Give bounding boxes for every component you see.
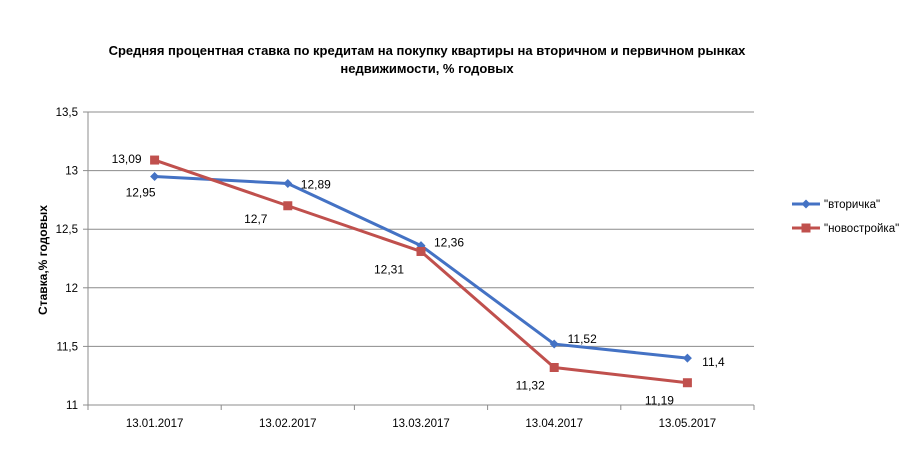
y-axis-label: Ставка,% годовых xyxy=(36,205,50,315)
legend-marker xyxy=(801,199,811,209)
chart-title-line-1: Средняя процентная ставка по кредитам на… xyxy=(109,43,747,58)
data-label: 12,36 xyxy=(434,236,464,250)
y-tick-label: 12 xyxy=(65,283,78,295)
data-point xyxy=(283,201,293,211)
y-tick-label: 13 xyxy=(65,166,78,178)
legend-marker xyxy=(801,223,811,233)
chart-title-line-2: недвижимости, % годовых xyxy=(340,61,514,76)
data-label: 11,52 xyxy=(568,332,597,346)
data-label: 12,95 xyxy=(126,185,156,199)
gridlines xyxy=(88,111,754,406)
legend-label: "новостройка" xyxy=(824,223,899,235)
data-point xyxy=(682,378,692,388)
data-point xyxy=(682,353,692,363)
x-tick-labels: 13.01.2017 13.02.2017 13.03.2017 13.04.2017… xyxy=(126,418,716,430)
series-group xyxy=(150,155,692,388)
legend-label: "вторичка" xyxy=(824,199,880,211)
data-point xyxy=(283,178,293,188)
data-label: 13,09 xyxy=(112,152,142,166)
data-label: 12,31 xyxy=(374,262,404,276)
data-label: 12,89 xyxy=(301,177,331,191)
x-tick-label: 13.01.2017 xyxy=(126,418,184,430)
data-point xyxy=(150,171,160,181)
data-label: 11,4 xyxy=(702,355,725,369)
data-point xyxy=(150,155,160,165)
y-tick-label: 13,5 xyxy=(56,107,78,119)
data-point xyxy=(549,339,559,349)
x-tick-label: 13.05.2017 xyxy=(659,418,717,430)
legend: "вторичка" "новостройка" xyxy=(792,199,899,235)
data-point xyxy=(416,246,426,256)
series-line-vtorichka xyxy=(154,174,688,360)
y-tick-label: 11,5 xyxy=(56,341,78,353)
data-point xyxy=(549,362,559,372)
data-label: 11,19 xyxy=(645,394,674,408)
y-tick-label: 12,5 xyxy=(56,224,78,236)
data-label: 11,32 xyxy=(516,378,545,392)
y-tick-labels: 11 11,5 12 12,5 13 13,5 xyxy=(56,107,78,412)
data-labels: 12,95 12,89 12,36 11,52 11,4 13,09 12,7 12,31 11… xyxy=(112,152,725,408)
y-tick-label: 11 xyxy=(66,400,78,412)
x-tick-label: 13.04.2017 xyxy=(525,418,583,430)
x-tick-label: 13.03.2017 xyxy=(392,418,450,430)
axes xyxy=(83,111,755,410)
data-label: 12,7 xyxy=(244,212,268,226)
x-tick-label: 13.02.2017 xyxy=(259,418,317,430)
